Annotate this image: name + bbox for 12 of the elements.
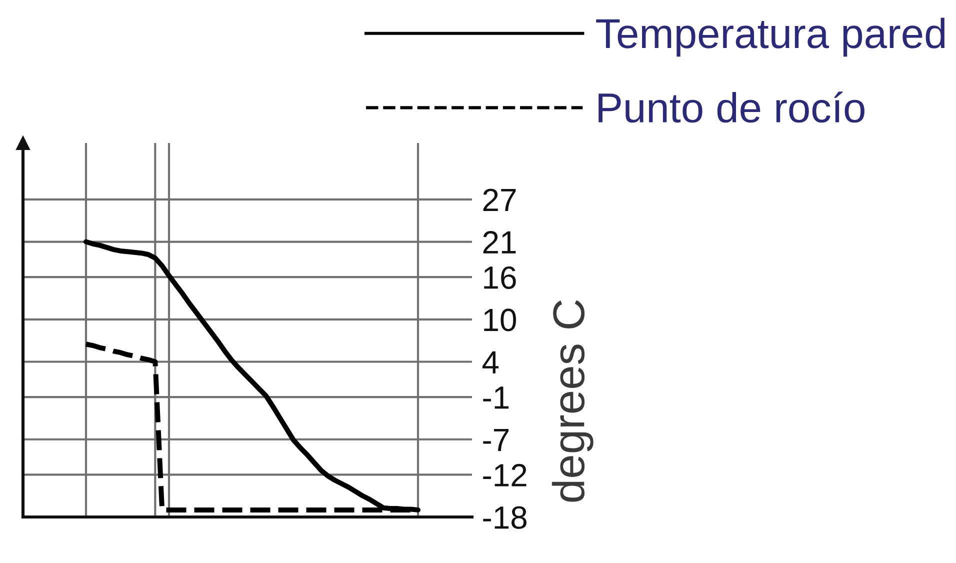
- y-tick-label: 4: [482, 351, 499, 374]
- y-tick-label: -12: [483, 464, 526, 486]
- y-axis-title: degrees C: [552, 300, 594, 502]
- text: Temperatura pared: [596, 18, 945, 57]
- y-tick-label: 27: [483, 188, 516, 212]
- y-tick-label: 10: [484, 308, 516, 332]
- y-tick-label: 21: [483, 231, 516, 254]
- text: Punto de rocío: [598, 92, 864, 123]
- y-tick-label: -1: [483, 386, 509, 409]
- y-tick-label: -18: [483, 506, 527, 529]
- y-tick-label: -7: [483, 428, 509, 451]
- y-tick-label: 16: [484, 266, 516, 289]
